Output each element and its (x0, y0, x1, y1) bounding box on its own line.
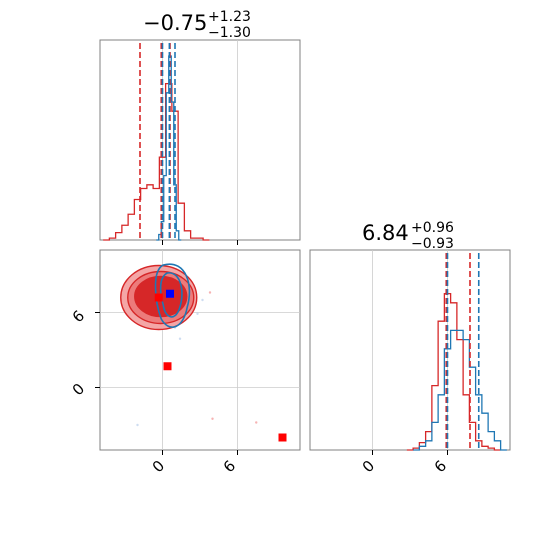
title-top-left-lower: −1.30 (208, 25, 251, 41)
quantile-layer (139, 43, 480, 450)
marker-layer (154, 289, 287, 442)
scatter-point (201, 298, 204, 302)
panel-bottom-left-frame (99, 249, 301, 451)
scatter-point (196, 312, 199, 315)
histogram-bottom-right-blue (413, 329, 507, 451)
marker-red-square (154, 293, 163, 302)
bl-xtick-6: 6 (220, 457, 239, 476)
marker-blue-square (166, 289, 174, 298)
title-bottom-right: 6.84 +0.96 −0.93 (362, 220, 454, 252)
bl-ytick-6: 6 (69, 307, 88, 326)
title-bottom-right-upper: +0.96 (411, 220, 454, 236)
histogram-bottom-right-red (406, 292, 501, 451)
grid-layer (95, 40, 448, 455)
bottom-left-xticks: 0 6 (149, 457, 239, 476)
bottom-left-yticks: 0 6 (69, 307, 88, 399)
scatter-point (211, 417, 214, 420)
marker-red-square (163, 362, 172, 371)
bl-ytick-0: 0 (69, 380, 88, 399)
panel-bottom-right-frame (309, 249, 511, 451)
scatter-point (178, 337, 182, 340)
contour-blue-outer (154, 263, 191, 328)
contour-layer (120, 263, 258, 427)
br-xtick-6: 6 (431, 457, 450, 476)
title-bottom-right-lower: −0.93 (411, 236, 454, 252)
title-top-left-value: −0.75 (143, 11, 207, 35)
title-top-left-upper: +1.23 (208, 9, 251, 25)
scatter-point (208, 291, 212, 294)
scatter-point (136, 423, 139, 427)
bottom-right-xticks: 0 6 (359, 457, 450, 476)
br-xtick-0: 0 (359, 457, 378, 476)
histogram-top-left-red (103, 82, 210, 241)
contour-blue-inner (159, 272, 183, 318)
title-top-left: −0.75 +1.23 −1.30 (143, 9, 251, 41)
panel-top-left-frame (99, 39, 301, 241)
scatter-point (255, 421, 258, 424)
marker-red-square (278, 433, 287, 442)
title-bottom-right-value: 6.84 (362, 221, 409, 245)
bl-xtick-0: 0 (149, 457, 168, 476)
